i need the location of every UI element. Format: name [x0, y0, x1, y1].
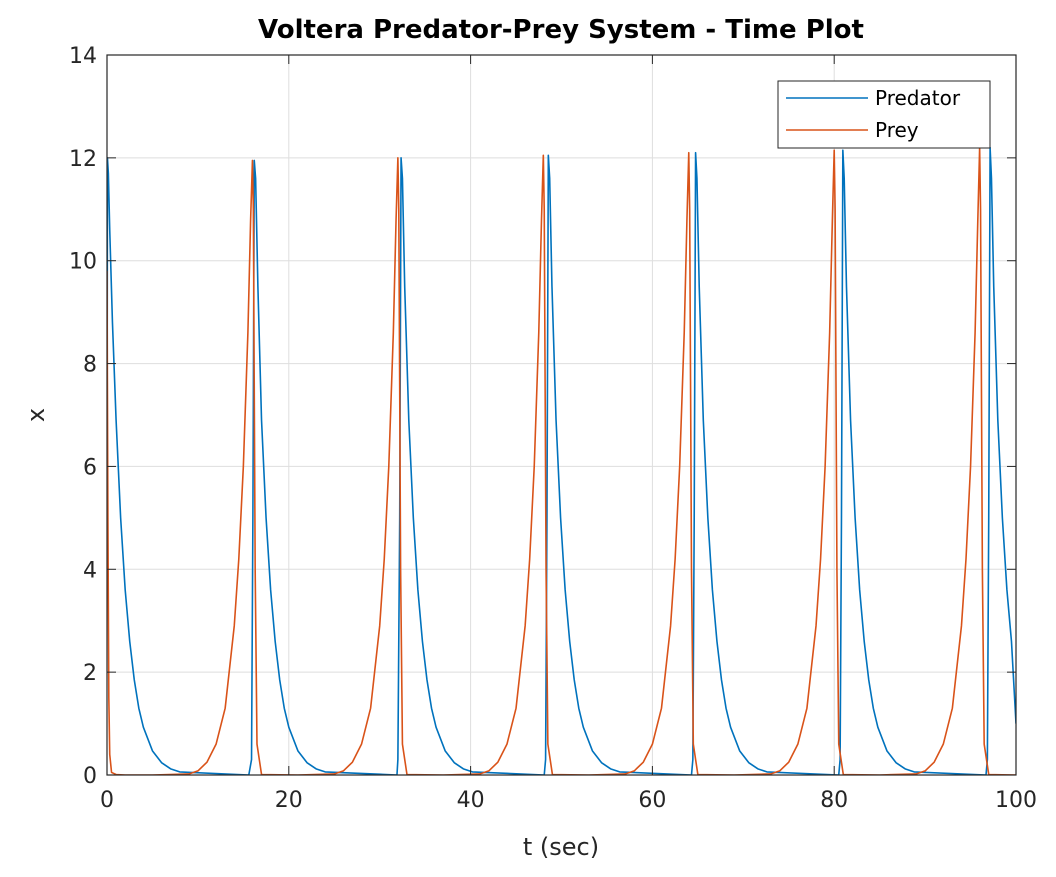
- legend-label-prey: Prey: [875, 118, 919, 142]
- legend-label-predator: Predator: [875, 86, 961, 110]
- x-tick-label: 20: [275, 788, 303, 813]
- plot-area: [107, 55, 1016, 775]
- x-tick-label: 60: [638, 788, 666, 813]
- x-axis-label: t (sec): [523, 833, 599, 861]
- x-tick-label: 100: [995, 788, 1037, 813]
- y-tick-label: 8: [83, 353, 97, 378]
- y-tick-label: 0: [83, 764, 97, 789]
- y-axis-label: x: [22, 408, 50, 422]
- grid-lines: [107, 55, 1016, 775]
- plot-frame: [106, 54, 1017, 776]
- y-tick-label: 4: [83, 558, 97, 583]
- series-layer: [107, 146, 1016, 775]
- series-line-prey: [107, 146, 1016, 775]
- legend-box: [777, 80, 991, 149]
- chart-title: Voltera Predator-Prey System - Time Plot: [258, 15, 864, 45]
- y-tick-label: 14: [69, 44, 97, 69]
- ticks: 0 20 40 60 80 100 0 2 4 6 8 10 12 14: [69, 44, 1037, 813]
- legend: Predator Prey: [777, 80, 991, 149]
- y-tick-label: 10: [69, 250, 97, 275]
- y-tick-label: 12: [69, 147, 97, 172]
- y-tick-label: 6: [83, 455, 97, 480]
- x-tick-label: 80: [820, 788, 848, 813]
- x-tick-label: 0: [100, 788, 114, 813]
- y-tick-label: 2: [83, 661, 97, 686]
- x-tick-label: 40: [457, 788, 485, 813]
